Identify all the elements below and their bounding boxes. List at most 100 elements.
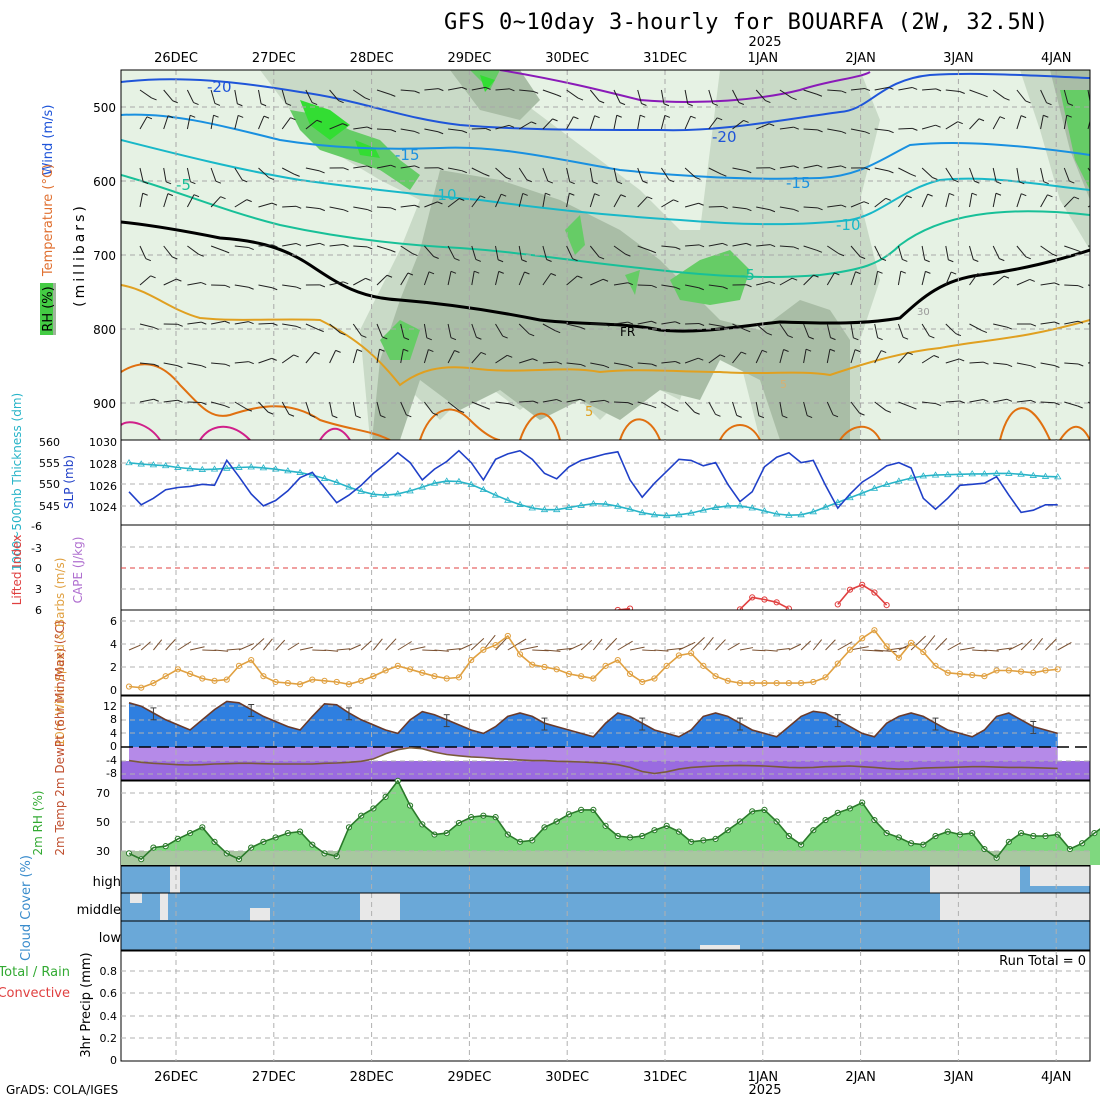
wind-barb xyxy=(210,167,217,182)
wind-barb-flag xyxy=(999,116,1006,120)
wind-barb-flag xyxy=(343,167,349,171)
wind-barb xyxy=(779,126,794,130)
wind-barb-flag xyxy=(1030,365,1036,369)
wind-barb xyxy=(803,206,818,209)
date-tick-label: 29DEC xyxy=(447,51,491,66)
wind-barb-flag xyxy=(200,282,207,286)
wind-barb xyxy=(874,167,889,172)
temp-tick: 8 xyxy=(110,713,117,726)
wind-barb xyxy=(660,115,666,130)
wind-barb-flag xyxy=(880,350,887,354)
wind-barb xyxy=(708,323,723,327)
wind-barb xyxy=(969,193,973,208)
wind-barb-flag xyxy=(698,287,705,291)
wind-barb-flag xyxy=(577,275,583,279)
wind-barb xyxy=(613,89,621,103)
wind-barb xyxy=(495,323,504,337)
wind-barb-flag xyxy=(146,116,153,120)
wind-barb xyxy=(281,167,295,175)
wind-barb-flag xyxy=(888,86,894,90)
wind-barb-flag xyxy=(201,402,207,405)
wind10m-barb xyxy=(1008,642,1023,651)
cloud-gap xyxy=(170,866,180,893)
precip-tick: 0.6 xyxy=(100,987,118,1000)
wind-barb xyxy=(637,401,652,407)
wind-barb xyxy=(732,89,740,103)
pressure-axis-label: (millibars) xyxy=(72,203,88,307)
wind-barb-flag xyxy=(805,348,812,352)
wind-side-label: Wind (m/s) xyxy=(41,105,56,176)
thickness-series xyxy=(125,458,1062,519)
wind-barb-flag xyxy=(690,115,696,119)
wind-barb xyxy=(850,88,865,91)
wind-barb-flag xyxy=(1051,253,1058,257)
cloud-cover-label: Cloud Cover (%) xyxy=(19,855,34,961)
wind-barb xyxy=(660,167,670,181)
wind-barb-flag xyxy=(770,167,776,171)
wind-barb xyxy=(353,165,368,169)
wind-barb xyxy=(1040,362,1055,367)
wind-barb xyxy=(566,167,571,182)
wind-barb-flag xyxy=(627,402,634,406)
wind-barb xyxy=(448,167,462,172)
freezing-level-label: FR xyxy=(620,325,635,339)
wind-barb xyxy=(211,320,225,325)
wind-barb-flag xyxy=(167,115,174,119)
isotherm-minus15 xyxy=(121,113,1090,180)
wind-barb xyxy=(1064,284,1079,287)
wind-barb-flag xyxy=(594,193,600,197)
wind-barb xyxy=(400,323,405,338)
wind10m-barb xyxy=(360,640,372,651)
wind-barb xyxy=(258,167,270,178)
wind-barb xyxy=(210,196,221,208)
wind-barb-flag xyxy=(668,179,675,183)
wind-barb-flag xyxy=(1006,398,1013,402)
wind-barb xyxy=(969,245,974,260)
wind-barb-flag xyxy=(267,411,274,415)
wind-barb-flag xyxy=(935,403,942,407)
cape-line xyxy=(837,583,888,606)
thickness-tick: 560 xyxy=(39,436,60,449)
wind-barb-flag xyxy=(746,208,752,212)
wind-barb-flag xyxy=(1006,364,1013,368)
wind-barb xyxy=(684,357,699,364)
wind10m-speed-series xyxy=(125,627,1061,691)
wind-barb xyxy=(708,354,721,364)
wind-barb xyxy=(163,115,169,130)
wind10m-barb xyxy=(324,649,339,652)
wind-barb-flag xyxy=(817,164,823,168)
wind-barb xyxy=(495,124,510,130)
wind-barb xyxy=(519,400,534,403)
temperature-series xyxy=(128,700,1058,738)
wind-barb xyxy=(400,272,409,286)
temp2m-label: 2m Temp 2m DewPt (6hr Min/Max) (°C) xyxy=(53,620,67,855)
wind-barb-flag xyxy=(738,102,745,105)
wind-barb xyxy=(139,398,154,403)
wind-barb-flag xyxy=(508,124,515,128)
wind-barb-flag xyxy=(476,336,482,340)
wind-barb-flag xyxy=(663,103,670,107)
precip-panel: 0.8 0.6 0.4 0.2 0 Run Total = 0 3hr Prec… xyxy=(0,950,1091,1067)
wind-barb xyxy=(352,323,362,336)
wind-barb xyxy=(803,401,808,416)
wind-barb-flag xyxy=(167,193,174,197)
wind-barb xyxy=(353,277,366,286)
isotherm-label: -15 xyxy=(395,146,420,164)
isotherm-label: 5 xyxy=(780,378,787,391)
wind-barb xyxy=(803,89,818,95)
wind-barb xyxy=(1040,115,1044,130)
wind-barb-flag xyxy=(604,323,610,327)
wind-barb-flag xyxy=(237,114,244,118)
wind-barb-flag xyxy=(955,333,962,337)
wind-barb xyxy=(448,86,462,91)
wind-barb-flag xyxy=(719,354,726,358)
wind-barb xyxy=(424,245,435,257)
wind-barb-flag xyxy=(912,127,918,131)
wind-barb-flag xyxy=(911,86,918,90)
wind-barb xyxy=(471,352,482,364)
wind-barb-flag xyxy=(293,354,299,358)
wind-barb xyxy=(329,206,344,211)
wind-barb-flag xyxy=(627,282,633,286)
date-tick-label: 28DEC xyxy=(350,1070,394,1085)
date-tick-label: 2JAN xyxy=(845,51,876,66)
